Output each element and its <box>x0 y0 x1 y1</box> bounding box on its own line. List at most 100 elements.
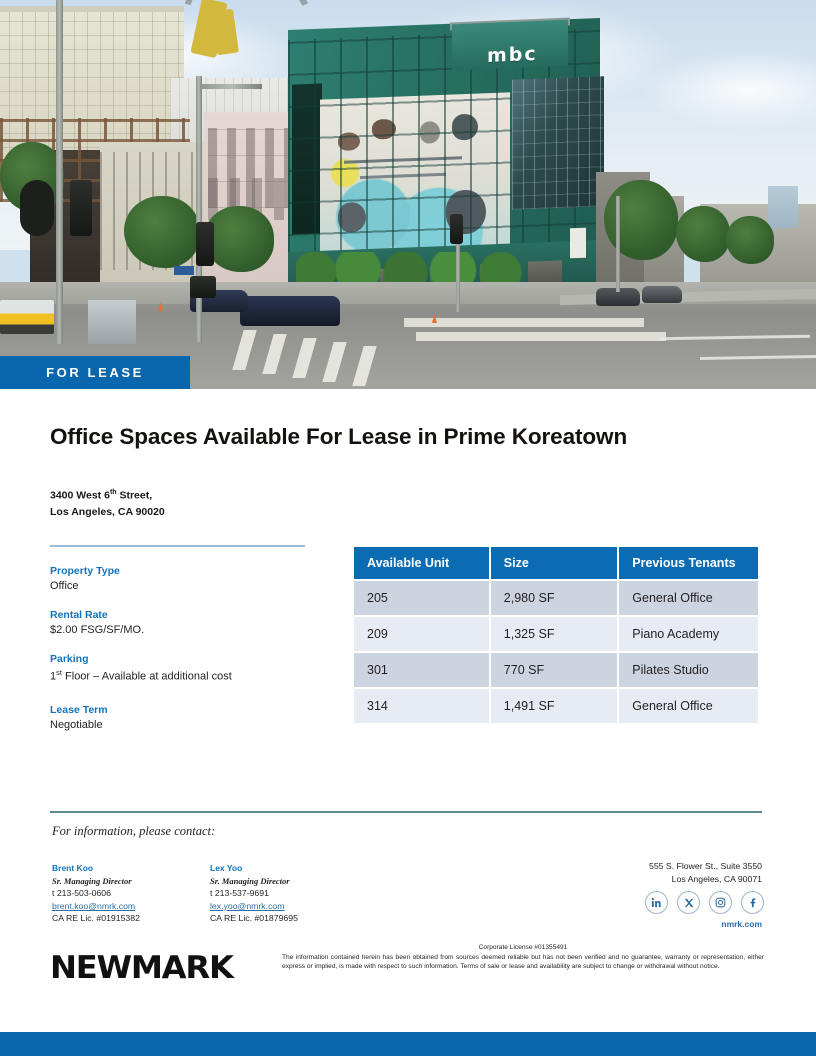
contact-phone: t 213-503-0606 <box>52 888 111 899</box>
contact-title: Sr. Managing Director <box>210 875 290 886</box>
contact-card-brent-koo: Brent Koo Sr. Managing Director t 213-50… <box>52 862 222 925</box>
for-lease-badge: FOR LEASE <box>0 356 190 389</box>
street-sign <box>174 266 194 275</box>
crosswalk-stripe <box>416 332 666 341</box>
corporate-license: Corporate License #01355491 <box>478 944 568 951</box>
cell-previous-tenant: General Office <box>619 689 758 723</box>
address-line-1: 3400 West 6th Street, <box>50 485 165 504</box>
signal-pole <box>196 76 202 342</box>
crosswalk-stripe <box>404 318 644 327</box>
spec-label: Parking <box>50 653 89 665</box>
table-header-row: Available Unit Size Previous Tenants <box>354 547 758 579</box>
building-sign-text: mbc <box>487 43 538 67</box>
website-link[interactable]: nmrk.com <box>721 919 762 929</box>
pedestrian-signal <box>450 214 463 244</box>
facebook-icon[interactable] <box>741 891 764 914</box>
hq-line-1: 555 S. Flower St., Suite 3550 <box>648 861 762 871</box>
parking-floor-number: 1 <box>50 670 57 683</box>
cell-unit: 209 <box>354 617 489 651</box>
spec-value: Negotiable <box>50 718 103 731</box>
divider-long <box>50 811 762 813</box>
spec-label: Property Type <box>50 565 120 577</box>
utility-kiosk <box>88 300 136 344</box>
address-ordinal-suffix: th <box>109 489 117 496</box>
cell-previous-tenant: General Office <box>619 581 758 615</box>
cell-unit: 301 <box>354 653 489 687</box>
property-specs: Property Type Office Rental Rate $2.00 F… <box>50 565 340 748</box>
address-street-suffix: Street, <box>116 489 153 502</box>
cell-unit: 314 <box>354 689 489 723</box>
company-hq-address: 555 S. Flower St., Suite 3550 Los Angele… <box>649 860 762 885</box>
spec-value: $2.00 FSG/SF/MO. <box>50 624 145 636</box>
footer-bar <box>0 1032 816 1056</box>
cell-size: 2,980 SF <box>490 581 618 615</box>
cell-size: 1,325 SF <box>490 617 618 651</box>
contact-card-lex-yoo: Lex Yoo Sr. Managing Director t 213-537-… <box>210 862 380 925</box>
cell-size: 770 SF <box>490 653 618 687</box>
signal-mast-arm <box>200 84 262 89</box>
contact-intro: For information, please contact: <box>52 824 216 838</box>
social-links <box>645 891 764 914</box>
table-row: 301 770 SF Pilates Studio <box>354 653 758 687</box>
contact-email-link[interactable]: lex.yoo@nmrk.com <box>210 900 285 911</box>
instagram-icon[interactable] <box>709 891 732 914</box>
disclaimer-text: The information contained herein has bee… <box>282 954 764 971</box>
contact-license: CA RE Lic. #01915382 <box>52 913 140 924</box>
cell-previous-tenant: Pilates Studio <box>619 653 758 687</box>
contact-title: Sr. Managing Director <box>52 875 132 886</box>
neighbor-building-windows <box>208 128 298 208</box>
property-photo: mbc <box>0 0 816 389</box>
cell-previous-tenant: Piano Academy <box>619 617 758 651</box>
spec-value: 1st Floor – Available at additional cost <box>50 668 340 683</box>
hq-line-2: Los Angeles, CA 90071 <box>671 873 762 884</box>
street-tree <box>124 196 200 268</box>
cloud <box>640 50 816 130</box>
for-lease-label: FOR LEASE <box>46 365 144 380</box>
building-glass-curtain-grid <box>512 76 604 210</box>
spacer <box>50 683 340 704</box>
divider-short <box>50 545 305 547</box>
contact-phone: t 213-537-9691 <box>210 888 269 899</box>
pedestrian-signal <box>196 222 214 266</box>
traffic-cone <box>158 302 163 311</box>
property-address: 3400 West 6th Street, Los Angeles, CA 90… <box>50 485 165 520</box>
legal-disclaimer: Corporate License #01355491 The informat… <box>282 944 764 972</box>
column-header-previous-tenants: Previous Tenants <box>619 547 758 579</box>
parking-detail: Floor – Available at additional cost <box>61 670 232 683</box>
contact-license: CA RE Lic. #01879695 <box>210 913 298 924</box>
table-row: 205 2,980 SF General Office <box>354 581 758 615</box>
hero-photo-container: mbc <box>0 0 816 389</box>
parked-car <box>240 296 340 326</box>
contact-email-link[interactable]: brent.koo@nmrk.com <box>52 900 136 911</box>
table-row: 209 1,325 SF Piano Academy <box>354 617 758 651</box>
parking-ordinal-suffix: st <box>56 668 62 677</box>
linkedin-icon[interactable] <box>645 891 668 914</box>
building-address-plaque <box>570 227 586 259</box>
bus <box>0 300 54 334</box>
parked-car <box>596 288 640 306</box>
column-header-available-unit: Available Unit <box>354 547 489 579</box>
spec-parking: Parking 1st Floor – Available at additio… <box>50 653 340 683</box>
contact-name: Brent Koo <box>52 863 94 873</box>
availability-table: Available Unit Size Previous Tenants 205… <box>352 545 760 725</box>
street-tree <box>676 206 730 262</box>
newmark-logo: NEWMARK <box>50 950 234 986</box>
spec-value: Office <box>50 580 79 592</box>
parked-car <box>642 286 682 303</box>
pedestrian-push-button <box>190 276 216 298</box>
cell-unit: 205 <box>354 581 489 615</box>
spec-label: Lease Term <box>50 703 108 716</box>
spec-label: Rental Rate <box>50 609 108 621</box>
address-line-2: Los Angeles, CA 90020 <box>50 505 165 518</box>
table-row: 314 1,491 SF General Office <box>354 689 758 723</box>
spec-lease-term: Lease Term Negotiable <box>50 704 340 731</box>
traffic-light-housing <box>20 180 54 236</box>
traffic-cone <box>432 314 437 323</box>
street-tree <box>726 216 774 264</box>
signal-pole <box>56 0 63 344</box>
street-light-pole <box>616 196 620 292</box>
contact-name: Lex Yoo <box>210 863 243 873</box>
x-twitter-icon[interactable] <box>677 891 700 914</box>
street-tree <box>204 206 274 272</box>
signal-pole <box>456 238 460 312</box>
